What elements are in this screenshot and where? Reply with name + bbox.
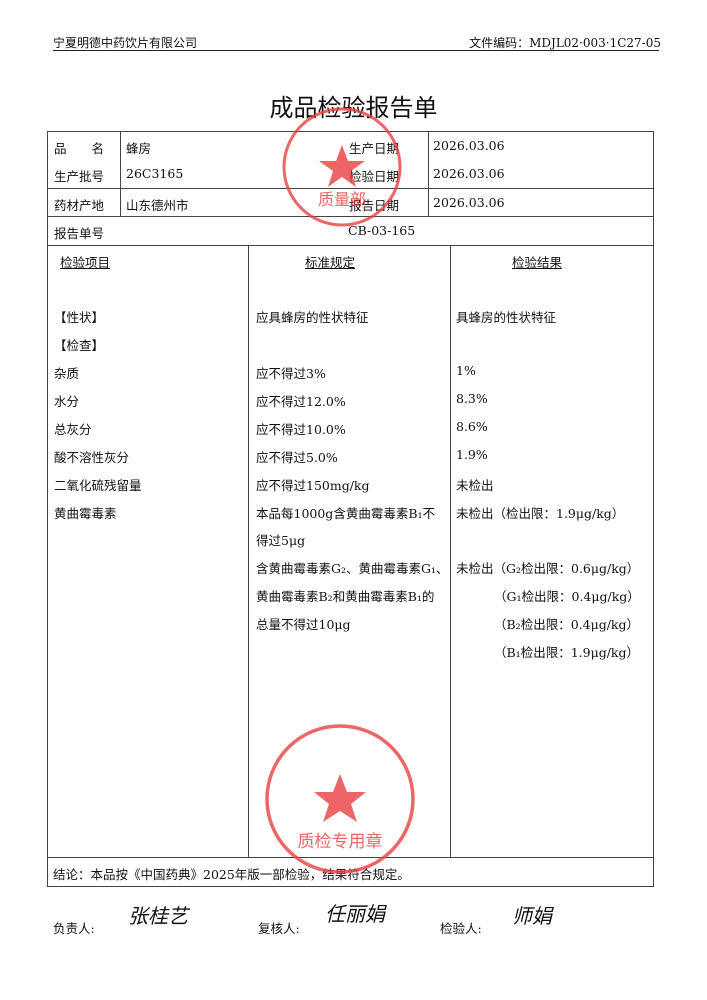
- row-standard: 应不得过3%: [256, 366, 326, 381]
- row-item: 【检查】: [54, 338, 105, 353]
- row-item: 酸不溶性灰分: [54, 450, 130, 465]
- batch-number: 26C3165: [126, 166, 184, 181]
- quality-dept-stamp: 质量部: [282, 107, 402, 227]
- report-table: [47, 131, 654, 887]
- signature-reviewer: 任丽娟: [325, 902, 385, 926]
- row-result: 具蜂房的性状特征: [456, 310, 557, 325]
- origin: 山东德州市: [126, 198, 189, 213]
- row-result: 未检出（检出限：1.9μg/kg）: [456, 506, 625, 521]
- std-extra: 总量不得过10μg: [256, 617, 351, 632]
- signature-responsible: 张桂艺: [128, 904, 188, 928]
- row-standard: 应具蜂房的性状特征: [256, 310, 369, 325]
- row-standard: 本品每1000g含黄曲霉毒素B₁不: [256, 506, 436, 521]
- result-extra: 未检出（G₂检出限：0.6μg/kg）: [456, 561, 640, 576]
- report-no: CB-03-165: [348, 223, 416, 238]
- origin-label: 药材产地: [54, 198, 105, 213]
- name-label: 品 名: [54, 141, 105, 156]
- result-extra: （B₁检出限：1.9μg/kg）: [494, 645, 639, 660]
- col-result: 检验结果: [512, 255, 563, 270]
- row-item: 黄曲霉毒素: [54, 506, 117, 521]
- stamp-center-text: 质量部: [318, 190, 366, 209]
- qc-stamp: 质检专用章: [265, 724, 415, 874]
- test-date: 2026.03.06: [433, 166, 505, 181]
- prod-date: 2026.03.06: [433, 138, 505, 153]
- row-item: 水分: [54, 394, 80, 409]
- signature-inspector: 师娟: [512, 904, 552, 928]
- batch-label: 生产批号: [54, 169, 105, 184]
- responsible-label: 负责人:: [53, 921, 95, 936]
- report-date-label: 报告日期: [349, 198, 400, 213]
- row-result: 1%: [456, 363, 476, 378]
- stamp-center-text: 质检专用章: [298, 832, 383, 852]
- col-standard: 标准规定: [305, 255, 356, 270]
- row-standard: 应不得过150mg/kg: [256, 478, 370, 493]
- row-standard: 应不得过12.0%: [256, 394, 346, 409]
- row-result: 未检出: [456, 478, 494, 493]
- product-name: 蜂房: [126, 141, 152, 156]
- report-date: 2026.03.06: [433, 195, 505, 210]
- prod-date-label: 生产日期: [349, 141, 400, 156]
- std-extra: 得过5μg: [256, 533, 306, 548]
- reviewer-label: 复核人:: [258, 921, 300, 936]
- header-divider: [53, 50, 659, 51]
- row-item: 杂质: [54, 366, 80, 381]
- row-result: 8.3%: [456, 391, 488, 406]
- std-extra: 黄曲霉毒素B₂和黄曲霉毒素B₁的: [256, 589, 435, 604]
- page-title: 成品检验报告单: [269, 94, 438, 122]
- row-result: 1.9%: [456, 447, 488, 462]
- std-extra: 含黄曲霉毒素G₂、黄曲霉毒素G₁、: [256, 561, 449, 576]
- row-standard: 应不得过10.0%: [256, 422, 346, 437]
- inspector-label: 检验人:: [440, 921, 482, 936]
- result-extra: （G₁检出限：0.4μg/kg）: [494, 589, 640, 604]
- col-item: 检验项目: [60, 255, 111, 270]
- report-no-label: 报告单号: [54, 226, 105, 241]
- document-code: 文件编码：MDJL02·003·1C27-05: [469, 36, 661, 50]
- company-name: 宁夏明德中药饮片有限公司: [53, 36, 198, 50]
- result-extra: （B₂检出限：0.4μg/kg）: [494, 617, 639, 632]
- row-item: 总灰分: [54, 422, 92, 437]
- row-item: 【性状】: [54, 310, 105, 325]
- row-item: 二氧化硫残留量: [54, 478, 142, 493]
- row-result: 8.6%: [456, 419, 488, 434]
- test-date-label: 检验日期: [349, 169, 400, 184]
- row-standard: 应不得过5.0%: [256, 450, 338, 465]
